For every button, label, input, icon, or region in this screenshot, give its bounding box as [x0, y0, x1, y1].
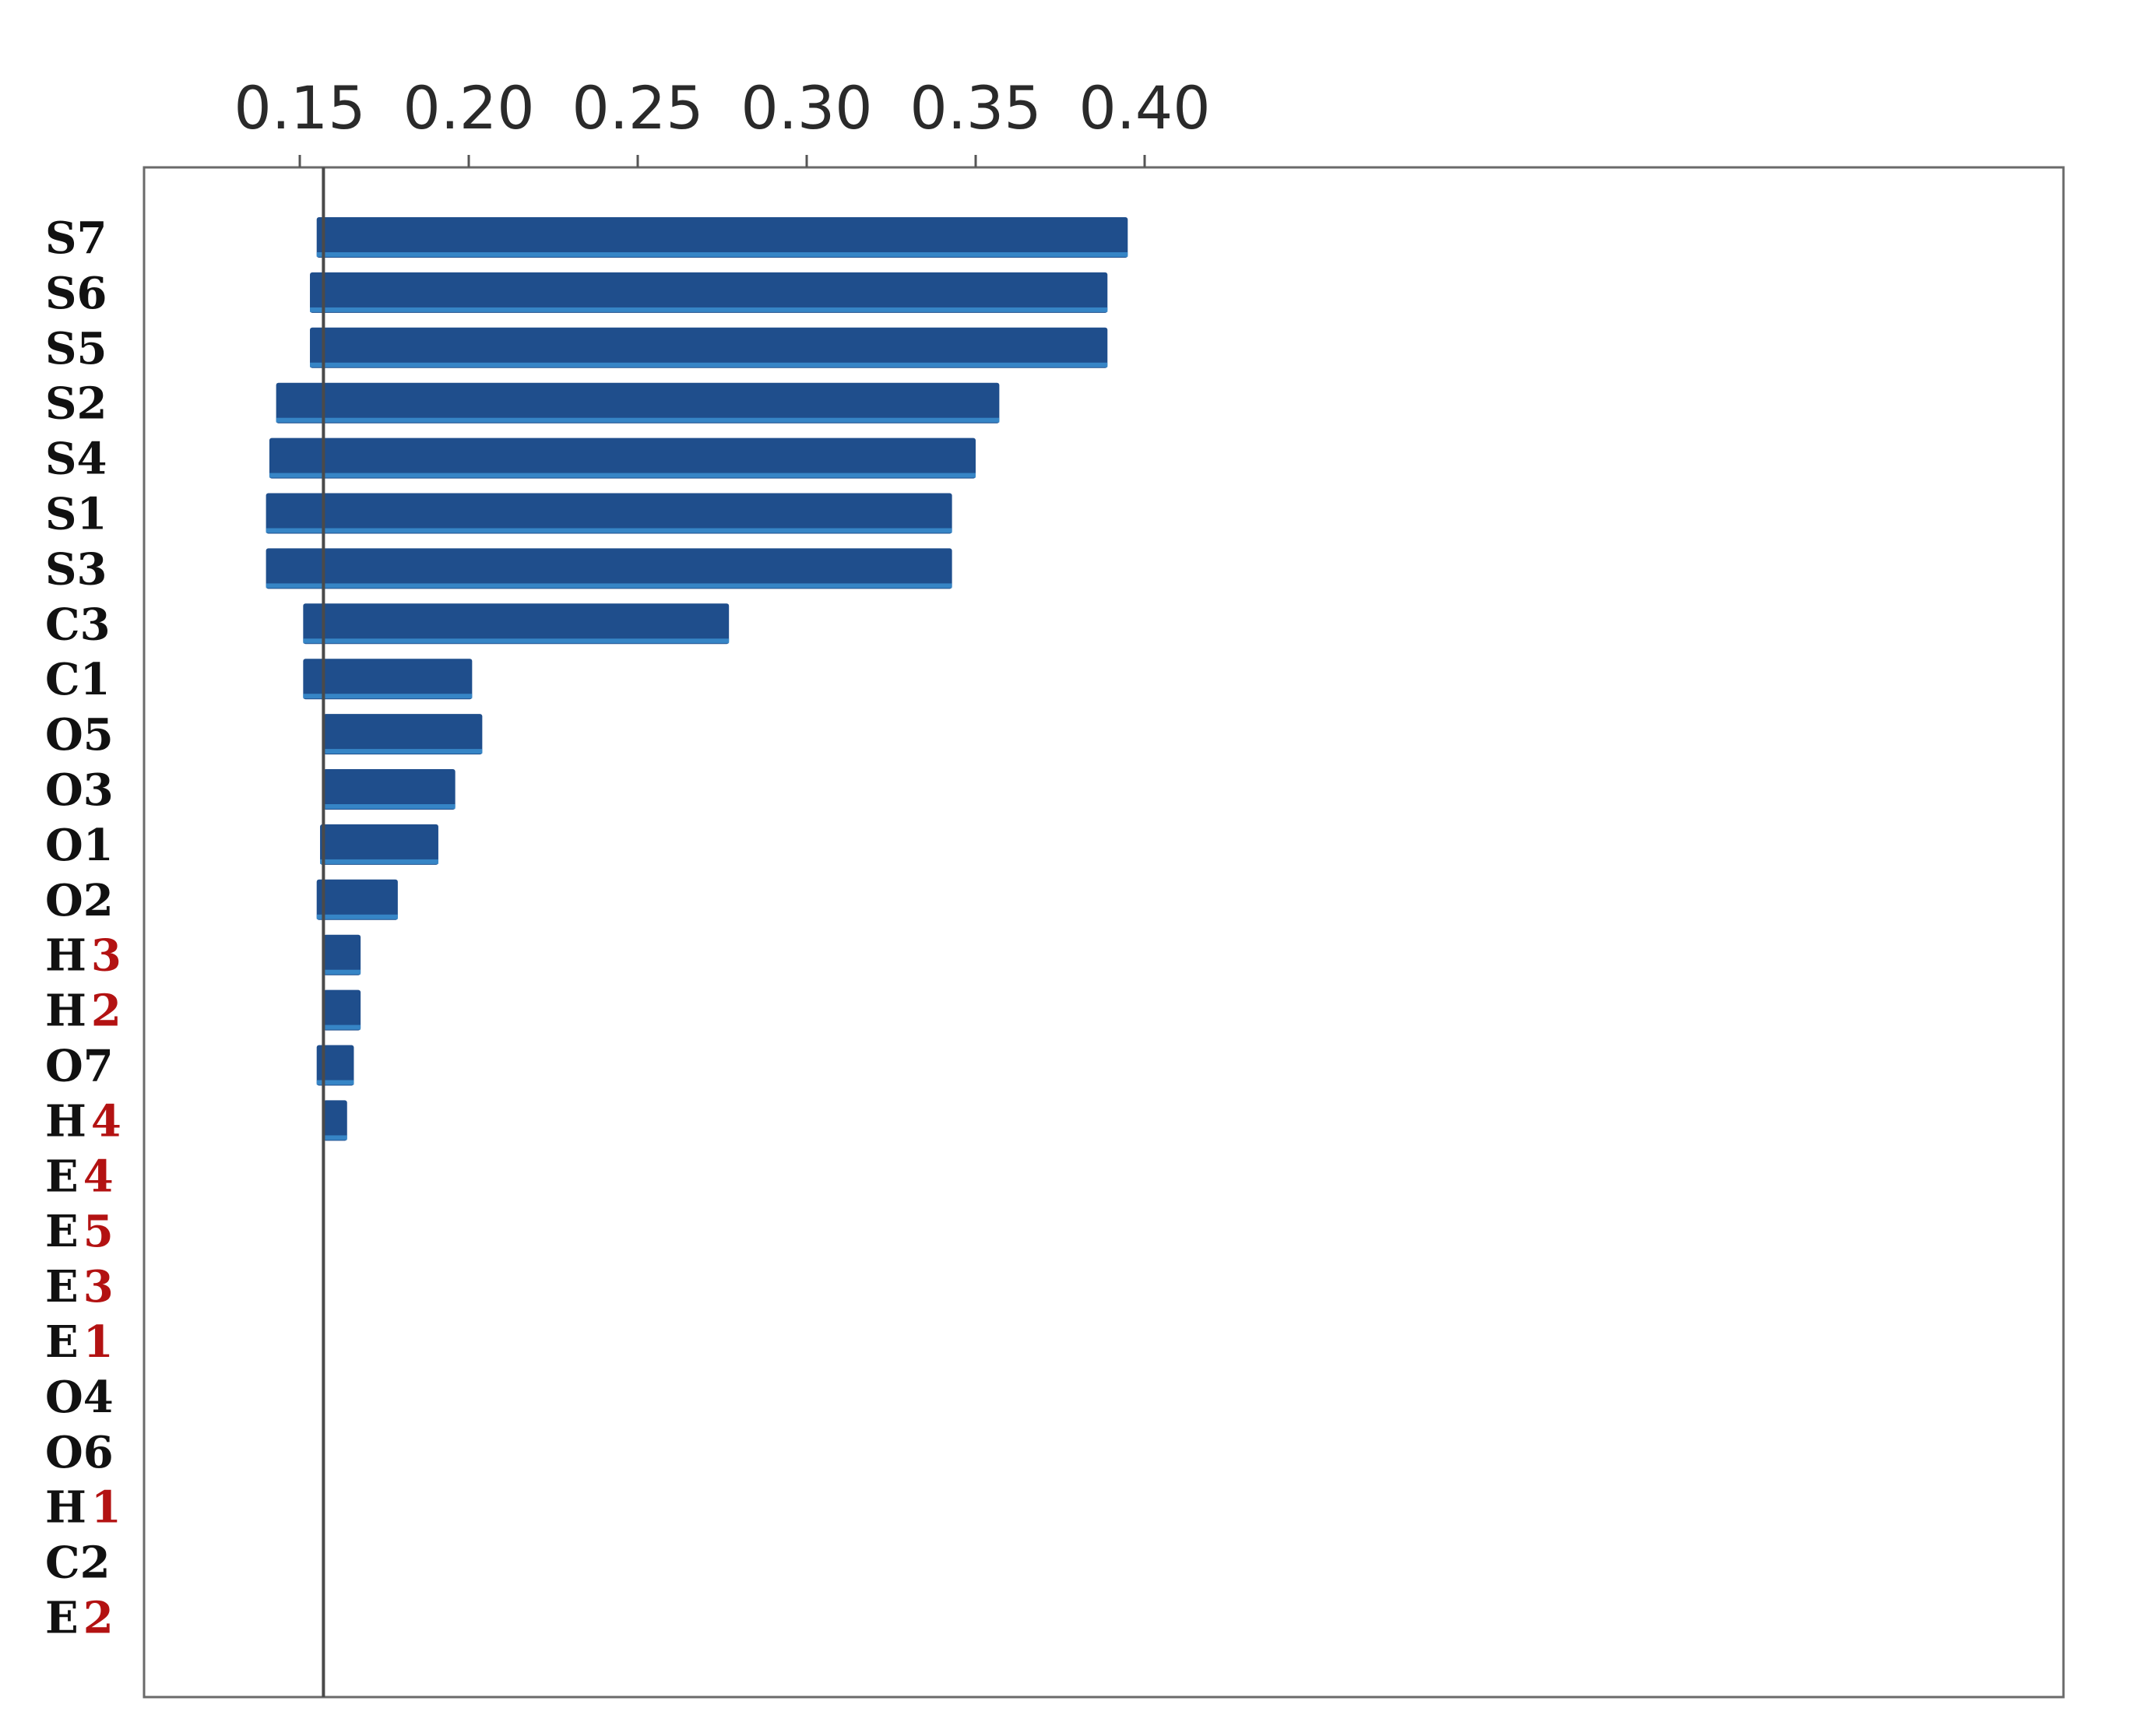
category-label: C3 [45, 599, 111, 650]
bars-layer [266, 217, 1128, 1141]
bar [323, 934, 361, 975]
category-label: O1 [45, 820, 114, 871]
bar [323, 769, 456, 810]
bar-highlight [303, 638, 730, 644]
category-label: S2 [45, 378, 107, 430]
bar-s7 [316, 217, 1128, 258]
bar-o7 [316, 1045, 354, 1086]
bar-highlight [316, 1080, 354, 1085]
bar [316, 1045, 354, 1086]
bar-highlight [323, 1024, 361, 1030]
bar-highlight [323, 1135, 347, 1140]
bar-highlight [320, 859, 438, 864]
category-label: O5 [45, 709, 114, 761]
bar-highlight [316, 252, 1128, 257]
plot-frame [142, 166, 2065, 1699]
plot-border [142, 166, 2065, 1699]
bar [316, 879, 398, 920]
bar-highlight [269, 473, 976, 478]
bar-c1 [303, 659, 473, 700]
category-label: O2 [45, 875, 114, 926]
bar [303, 603, 730, 645]
category-label: S3 [45, 543, 107, 595]
bar-c3 [303, 603, 730, 645]
bar-highlight [310, 307, 1108, 312]
bar [323, 1100, 347, 1141]
bar [323, 714, 483, 755]
x-tick-label: 0.30 [741, 73, 872, 142]
bar-highlight [316, 914, 398, 919]
x-axis-ticks: 0.15 0.20 0.25 0.30 0.35 0.40 [234, 73, 1211, 167]
x-tick-label: 0.40 [1078, 73, 1210, 142]
category-label: S4 [45, 434, 107, 485]
bar-s5 [310, 327, 1108, 368]
bar-s2 [276, 382, 1000, 423]
category-label: S5 [45, 323, 107, 374]
category-label: S7 [45, 213, 107, 264]
bar-h4 [323, 1100, 347, 1141]
bar-h3 [323, 934, 361, 975]
x-tick-label: 0.25 [572, 73, 703, 142]
bar-highlight [323, 969, 361, 975]
x-tick-label: 0.15 [234, 73, 365, 142]
bar-o1 [320, 824, 438, 865]
bar [310, 272, 1108, 313]
category-label: O3 [45, 764, 114, 816]
category-label: C1 [45, 654, 111, 705]
category-label: O6 [45, 1427, 114, 1478]
bar [320, 824, 438, 865]
bar-o2 [316, 879, 398, 920]
x-tick-label: 0.20 [403, 73, 534, 142]
category-label: C2 [45, 1537, 111, 1589]
bar-s1 [266, 493, 952, 534]
category-label: O7 [45, 1041, 114, 1092]
category-label: O4 [45, 1372, 114, 1423]
x-tick-label: 0.35 [909, 73, 1041, 142]
bar-highlight [310, 362, 1108, 367]
bar [276, 382, 1000, 423]
bar [303, 659, 473, 700]
bar-highlight [266, 583, 952, 589]
bar [266, 493, 952, 534]
bar-highlight [323, 804, 456, 809]
category-label: S1 [45, 489, 107, 540]
bar-o3 [323, 769, 456, 810]
bar-o5 [323, 714, 483, 755]
bar [316, 217, 1128, 258]
bar-h2 [323, 989, 361, 1031]
category-label: S6 [45, 268, 107, 319]
bar [269, 438, 976, 479]
bar [266, 548, 952, 589]
bar [310, 327, 1108, 368]
bar-s4 [269, 438, 976, 479]
bar-highlight [323, 749, 483, 754]
bar-s6 [310, 272, 1108, 313]
bar-highlight [266, 528, 952, 533]
bar [323, 989, 361, 1031]
bar-s3 [266, 548, 952, 589]
bar-highlight [303, 694, 473, 699]
bar-highlight [276, 417, 1000, 423]
